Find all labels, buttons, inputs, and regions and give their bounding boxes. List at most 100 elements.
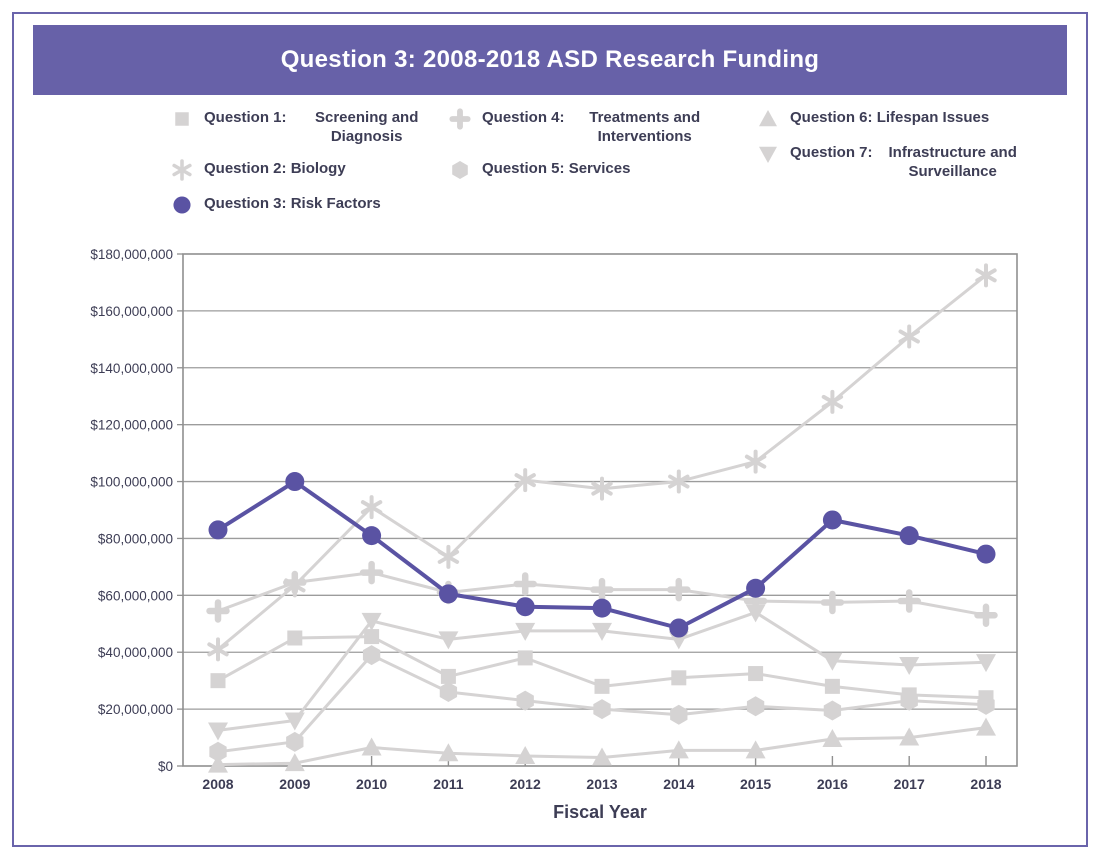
legend-label: Question 3: Risk Factors: [204, 195, 381, 212]
x-axis-tick-label: 2012: [510, 776, 541, 792]
plus-marker-icon: [667, 577, 691, 602]
x-axis-tick-label: 2016: [817, 776, 848, 792]
series-question-4-treatments-and-interventions: [206, 560, 998, 627]
legend-item-question-3: Question 3: Risk Factors: [170, 194, 443, 216]
triangle-down-marker-icon: [822, 652, 843, 671]
chart-area: $0 $20,000,000 $40,000,000 $60,000,000 $80,0…: [0, 230, 1100, 840]
legend-item-question-6: Question 6: Lifespan Issues: [756, 108, 1029, 130]
triangle-down-marker-icon: [515, 622, 536, 641]
hexagon-marker-icon: [746, 696, 765, 717]
x-axis-tick-label: 2015: [740, 776, 771, 792]
hexagon-marker-icon: [209, 741, 227, 762]
asterisk-marker-icon: [668, 469, 690, 494]
y-axis-tick-label: $80,000,000: [98, 531, 173, 546]
triangle-down-marker-icon: [745, 604, 766, 623]
square-marker-icon: [175, 112, 189, 126]
circle-marker-icon: [362, 526, 382, 546]
y-axis-tick-label: $100,000,000: [90, 475, 173, 490]
circle-marker-icon: [515, 597, 535, 617]
x-axis-tick-label: 2008: [202, 776, 233, 792]
circle-marker-icon: [208, 520, 228, 540]
asterisk-marker-icon: [821, 389, 844, 414]
triangle-up-marker-icon: [976, 717, 996, 736]
square-marker-icon: [364, 629, 380, 645]
legend-column-3: Question 6: Lifespan Issues Question 7: I…: [756, 108, 1029, 194]
triangle-up-marker-icon: [438, 743, 459, 762]
legend-item-question-7: Question 7: Infrastructure and Surveilla…: [756, 143, 1029, 181]
asterisk-marker-icon: [898, 324, 920, 349]
hexagon-marker-icon: [823, 700, 842, 721]
triangle-up-marker-icon: [822, 728, 843, 747]
hexagon-marker-icon: [362, 645, 381, 666]
triangle-down-marker-icon: [208, 722, 228, 741]
chart-legend: Question 1: Screening and Diagnosis Quest…: [0, 108, 1100, 223]
plus-marker-icon: [820, 590, 845, 615]
triangle-up-marker-icon: [668, 740, 689, 759]
square-marker-icon: [748, 666, 764, 682]
hexagon-marker-icon: [516, 690, 534, 711]
plus-icon: [448, 108, 472, 130]
series-question-6-lifespan-issues: [208, 717, 996, 773]
plus-marker-icon: [206, 599, 230, 623]
legend-column-2: Question 4: Treatments and Interventions…: [448, 108, 721, 194]
asterisk-marker-icon: [437, 544, 460, 569]
y-axis-tick-label: $0: [158, 759, 173, 774]
triangle-down-marker-icon: [592, 622, 612, 641]
asterisk-marker-icon: [360, 495, 383, 520]
circle-marker-icon: [822, 510, 842, 530]
asterisk-marker-icon: [207, 637, 229, 662]
series-question-3-risk-factors: [208, 472, 996, 638]
square-marker-icon: [287, 630, 303, 646]
asterisk-marker-icon: [591, 476, 613, 501]
page-title: Question 3: 2008-2018 ASD Research Fundi…: [280, 46, 820, 73]
hexagon-icon: [448, 159, 472, 181]
plus-marker-icon: [513, 572, 537, 596]
triangle-up-marker-icon: [284, 753, 305, 772]
hexagon-marker-icon: [286, 731, 304, 752]
x-axis-tick-label: 2011: [433, 776, 464, 792]
x-axis-tick-label: 2014: [663, 776, 694, 792]
legend-label: Question 7: Infrastructure and Surveilla…: [790, 144, 1017, 180]
circle-marker-icon: [669, 618, 689, 638]
circle-marker-icon: [899, 526, 919, 546]
x-axis-tick-label: 2017: [894, 776, 925, 792]
circle-marker-icon: [438, 584, 458, 604]
square-marker-icon: [671, 670, 687, 686]
triangle-up-marker-icon: [208, 754, 228, 773]
triangle-up-marker-icon: [515, 746, 536, 765]
y-axis-tick-label: $140,000,000: [90, 361, 173, 376]
hexagon-marker-icon: [900, 690, 918, 711]
triangle-down-marker-icon: [759, 146, 777, 163]
plus-marker-icon: [359, 560, 384, 585]
circle-marker-icon: [976, 544, 996, 564]
x-axis-tick-label: 2009: [279, 776, 310, 792]
legend-label: Question 4: Treatments and Interventions: [482, 109, 701, 145]
circle-icon: [170, 194, 194, 216]
triangle-down-marker-icon: [438, 631, 459, 650]
legend-label: Question 2: Biology: [204, 160, 346, 177]
y-axis-tick-label: $60,000,000: [98, 588, 173, 603]
triangle-up-marker-icon: [899, 727, 920, 746]
legend-item-question-1: Question 1: Screening and Diagnosis: [170, 108, 443, 146]
plot-border: [182, 253, 1018, 767]
x-axis-title: Fiscal Year: [553, 802, 647, 822]
square-marker-icon: [824, 678, 840, 694]
hexagon-marker-icon: [452, 161, 468, 179]
series-question-5-services: [209, 645, 995, 762]
asterisk-marker-icon: [172, 159, 192, 181]
circle-marker-icon: [746, 578, 766, 598]
triangle-up-marker-icon: [361, 737, 382, 756]
plus-marker-icon: [974, 603, 998, 627]
triangle-up-marker-icon: [745, 740, 766, 759]
legend-label: Question 1: Screening and Diagnosis: [204, 109, 419, 145]
asterisk-marker-icon: [975, 263, 997, 288]
hexagon-marker-icon: [593, 699, 611, 720]
plus-marker-icon: [283, 570, 307, 595]
circle-marker-icon: [592, 598, 612, 618]
triangle-up-marker-icon: [759, 110, 777, 127]
triangle-down-marker-icon: [284, 712, 305, 731]
plus-marker-icon: [590, 577, 614, 602]
funding-line-chart: $0 $20,000,000 $40,000,000 $60,000,000 $80,0…: [90, 247, 1018, 822]
y-axis-tick-label: $160,000,000: [90, 304, 173, 319]
